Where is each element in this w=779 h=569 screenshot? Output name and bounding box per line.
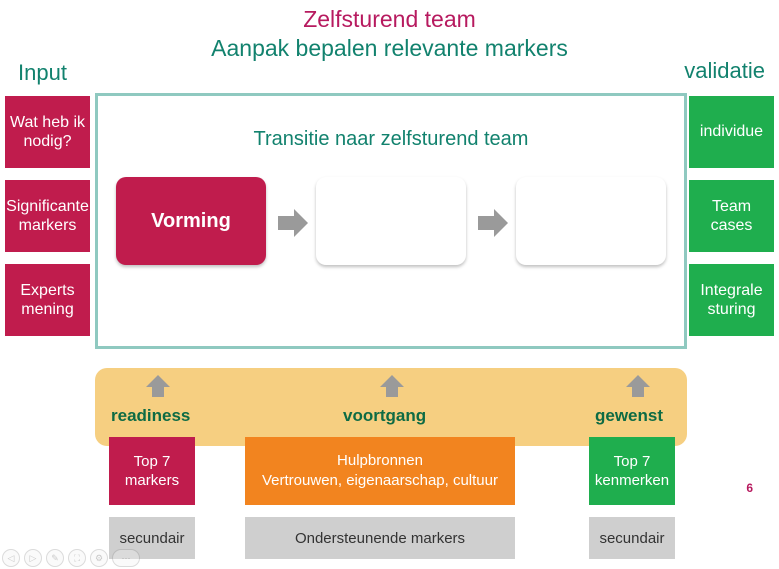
band-label-readiness: readiness <box>111 406 190 426</box>
title-line1: Zelfsturend team <box>0 6 779 33</box>
input-column: Wat heb ik nodig? Significante markers E… <box>5 96 90 336</box>
top7-kenmerken-box: Top 7 kenmerken <box>589 437 675 505</box>
input-box-need: Wat heb ik nodig? <box>5 96 90 168</box>
stage-performing: Performing <box>516 177 666 265</box>
prev-slide-icon[interactable]: ◁ <box>2 549 20 567</box>
validatie-box-teamcases: Team cases <box>689 180 774 252</box>
presentation-toolbar: ◁ ▷ ✎ ⛶ ⚙ ··· <box>0 547 142 569</box>
top7-line2: kenmerken <box>595 471 669 491</box>
arrow-up-icon <box>625 374 651 403</box>
stage-ontwikkeling: Ontwikkeling <box>316 177 466 265</box>
pen-icon[interactable]: ✎ <box>46 549 64 567</box>
validatie-heading: validatie <box>684 58 765 84</box>
input-box-markers: Significante markers <box>5 180 90 252</box>
fullscreen-icon[interactable]: ⛶ <box>68 549 86 567</box>
arrow-up-icon <box>145 374 171 403</box>
settings-icon[interactable]: ⚙ <box>90 549 108 567</box>
validatie-box-individue: individue <box>689 96 774 168</box>
band-label-gewenst: gewenst <box>595 406 663 426</box>
ondersteunende-markers: Ondersteunende markers <box>245 517 515 559</box>
title-line2: Aanpak bepalen relevante markers <box>0 35 779 62</box>
band-label-voortgang: voortgang <box>343 406 426 426</box>
page-number: 6 <box>746 481 753 495</box>
bottom-band: readiness voortgang gewenst <box>95 368 687 446</box>
center-line1: Hulpbronnen <box>245 451 515 471</box>
next-slide-icon[interactable]: ▷ <box>24 549 42 567</box>
arrow-up-icon <box>379 374 405 403</box>
main-subtitle: Transitie naar zelfsturend team <box>110 128 672 151</box>
stages-row: Vorming Ontwikkeling Performing <box>110 177 672 265</box>
input-heading: Input <box>18 60 67 86</box>
more-icon[interactable]: ··· <box>112 549 140 567</box>
slide-title: Zelfsturend team Aanpak bepalen relevant… <box>0 0 779 62</box>
input-box-experts: Experts mening <box>5 264 90 336</box>
stage-vorming: Vorming <box>116 177 266 265</box>
validatie-box-integrale: Integrale sturing <box>689 264 774 336</box>
top7-markers-box: Top 7 markers <box>109 437 195 505</box>
main-panel: Transitie naar zelfsturend team Vorming … <box>95 93 687 349</box>
top7-line2: markers <box>125 471 179 491</box>
hulpbronnen-box: Hulpbronnen Vertrouwen, eigenaarschap, c… <box>245 437 515 505</box>
top7-line1: Top 7 <box>614 452 651 472</box>
validatie-column: individue Team cases Integrale sturing <box>689 96 774 336</box>
top7-line1: Top 7 <box>134 452 171 472</box>
arrow-right-icon <box>276 206 306 236</box>
arrow-right-icon <box>476 206 506 236</box>
secundair-right: secundair <box>589 517 675 559</box>
center-line2: Vertrouwen, eigenaarschap, cultuur <box>245 471 515 491</box>
